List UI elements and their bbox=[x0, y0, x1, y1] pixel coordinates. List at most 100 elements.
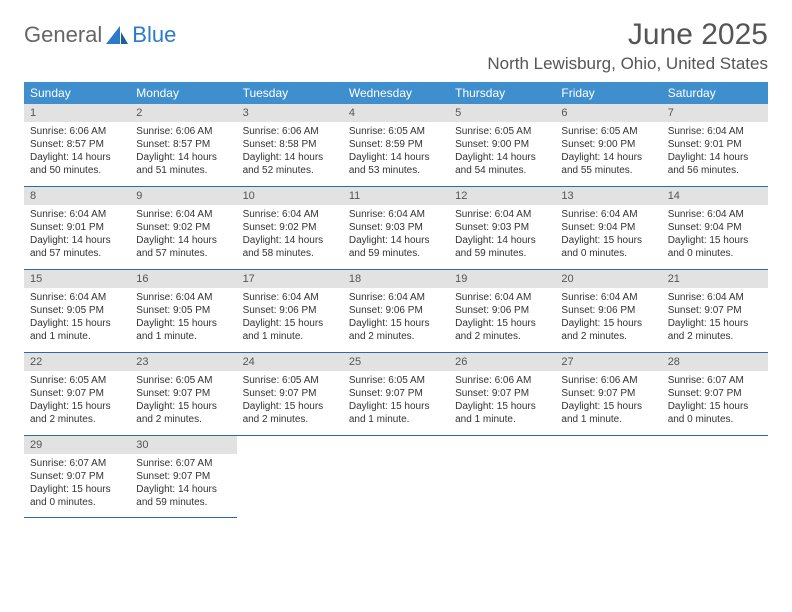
daylight-line-1: Daylight: 15 hours bbox=[30, 400, 124, 413]
day-details: Sunrise: 6:05 AMSunset: 9:07 PMDaylight:… bbox=[130, 374, 236, 426]
week-row: 15Sunrise: 6:04 AMSunset: 9:05 PMDayligh… bbox=[24, 270, 768, 353]
sunrise-line: Sunrise: 6:05 AM bbox=[243, 374, 337, 387]
sunrise-line: Sunrise: 6:04 AM bbox=[349, 208, 443, 221]
daylight-line-1: Daylight: 15 hours bbox=[561, 400, 655, 413]
sunrise-line: Sunrise: 6:04 AM bbox=[243, 291, 337, 304]
sunset-line: Sunset: 9:03 PM bbox=[349, 221, 443, 234]
daylight-line-2: and 1 minute. bbox=[30, 330, 124, 343]
daylight-line-1: Daylight: 14 hours bbox=[455, 151, 549, 164]
daylight-line-2: and 53 minutes. bbox=[349, 164, 443, 177]
sunset-line: Sunset: 9:07 PM bbox=[30, 470, 124, 483]
day-number: 7 bbox=[662, 104, 768, 122]
brand-word2: Blue bbox=[132, 22, 176, 48]
daylight-line-1: Daylight: 14 hours bbox=[136, 151, 230, 164]
sunset-line: Sunset: 9:07 PM bbox=[561, 387, 655, 400]
sunrise-line: Sunrise: 6:06 AM bbox=[455, 374, 549, 387]
day-number: 28 bbox=[662, 353, 768, 371]
sunset-line: Sunset: 9:06 PM bbox=[561, 304, 655, 317]
daylight-line-2: and 2 minutes. bbox=[349, 330, 443, 343]
day-header-tue: Tuesday bbox=[237, 82, 343, 104]
daylight-line-2: and 1 minute. bbox=[136, 330, 230, 343]
daylight-line-2: and 1 minute. bbox=[349, 413, 443, 426]
sunrise-line: Sunrise: 6:04 AM bbox=[349, 291, 443, 304]
week-row: 1Sunrise: 6:06 AMSunset: 8:57 PMDaylight… bbox=[24, 104, 768, 187]
day-cell: 6 Sunrise: 6:05 AMSunset: 9:00 PMDaylight… bbox=[555, 104, 661, 186]
sunrise-line: Sunrise: 6:06 AM bbox=[30, 125, 124, 138]
sunset-line: Sunset: 9:06 PM bbox=[349, 304, 443, 317]
sunset-line: Sunset: 9:05 PM bbox=[30, 304, 124, 317]
day-details: Sunrise: 6:04 AMSunset: 9:07 PMDaylight:… bbox=[662, 291, 768, 343]
day-cell: 16 Sunrise: 6:04 AMSunset: 9:05 PMDayligh… bbox=[130, 270, 236, 352]
day-number: 21 bbox=[662, 270, 768, 288]
sunset-line: Sunset: 9:00 PM bbox=[561, 138, 655, 151]
day-cell bbox=[449, 436, 555, 518]
sunrise-line: Sunrise: 6:04 AM bbox=[30, 208, 124, 221]
day-details: Sunrise: 6:05 AMSunset: 9:00 PMDaylight:… bbox=[555, 125, 661, 177]
day-cell: 2Sunrise: 6:06 AMSunset: 8:57 PMDaylight… bbox=[130, 104, 236, 186]
day-number: 16 bbox=[130, 270, 236, 288]
day-number: 6 bbox=[555, 104, 661, 122]
day-header-sat: Saturday bbox=[662, 82, 768, 104]
day-cell bbox=[662, 436, 768, 518]
day-details: Sunrise: 6:04 AMSunset: 9:06 PMDaylight:… bbox=[237, 291, 343, 343]
day-number: 23 bbox=[130, 353, 236, 371]
day-cell: 23 Sunrise: 6:05 AMSunset: 9:07 PMDayligh… bbox=[130, 353, 236, 435]
sunset-line: Sunset: 9:04 PM bbox=[668, 221, 762, 234]
sunrise-line: Sunrise: 6:05 AM bbox=[349, 374, 443, 387]
daylight-line-1: Daylight: 15 hours bbox=[668, 234, 762, 247]
day-cell: 26Sunrise: 6:06 AMSunset: 9:07 PMDayligh… bbox=[449, 353, 555, 435]
sunrise-line: Sunrise: 6:05 AM bbox=[30, 374, 124, 387]
daylight-line-2: and 1 minute. bbox=[455, 413, 549, 426]
day-number: 18 bbox=[343, 270, 449, 288]
day-cell: 27Sunrise: 6:06 AMSunset: 9:07 PMDayligh… bbox=[555, 353, 661, 435]
day-header-thu: Thursday bbox=[449, 82, 555, 104]
sunrise-line: Sunrise: 6:04 AM bbox=[455, 291, 549, 304]
sunset-line: Sunset: 9:07 PM bbox=[243, 387, 337, 400]
daylight-line-2: and 59 minutes. bbox=[349, 247, 443, 260]
daylight-line-1: Daylight: 15 hours bbox=[349, 317, 443, 330]
day-cell bbox=[343, 436, 449, 518]
day-details: Sunrise: 6:04 AMSunset: 9:05 PMDaylight:… bbox=[130, 291, 236, 343]
day-header-sun: Sunday bbox=[24, 82, 130, 104]
day-number: 12 bbox=[449, 187, 555, 205]
day-number: 14 bbox=[662, 187, 768, 205]
day-number: 19 bbox=[449, 270, 555, 288]
week-row: 22Sunrise: 6:05 AMSunset: 9:07 PMDayligh… bbox=[24, 353, 768, 436]
day-header-fri: Friday bbox=[555, 82, 661, 104]
day-number: 30 bbox=[130, 436, 236, 454]
day-cell: 29Sunrise: 6:07 AMSunset: 9:07 PMDayligh… bbox=[24, 436, 130, 518]
day-number: 11 bbox=[343, 187, 449, 205]
sunset-line: Sunset: 8:59 PM bbox=[349, 138, 443, 151]
day-number: 27 bbox=[555, 353, 661, 371]
day-details: Sunrise: 6:04 AMSunset: 9:03 PMDaylight:… bbox=[343, 208, 449, 260]
daylight-line-2: and 0 minutes. bbox=[30, 496, 124, 509]
sunset-line: Sunset: 9:07 PM bbox=[668, 304, 762, 317]
daylight-line-2: and 51 minutes. bbox=[136, 164, 230, 177]
daylight-line-2: and 56 minutes. bbox=[668, 164, 762, 177]
daylight-line-2: and 0 minutes. bbox=[561, 247, 655, 260]
day-details: Sunrise: 6:04 AMSunset: 9:04 PMDaylight:… bbox=[555, 208, 661, 260]
day-cell: 1Sunrise: 6:06 AMSunset: 8:57 PMDaylight… bbox=[24, 104, 130, 186]
day-cell: 11 Sunrise: 6:04 AMSunset: 9:03 PMDayligh… bbox=[343, 187, 449, 269]
daylight-line-2: and 2 minutes. bbox=[30, 413, 124, 426]
day-cell: 3Sunrise: 6:06 AMSunset: 8:58 PMDaylight… bbox=[237, 104, 343, 186]
sunrise-line: Sunrise: 6:04 AM bbox=[668, 291, 762, 304]
sunrise-line: Sunrise: 6:04 AM bbox=[561, 208, 655, 221]
daylight-line-1: Daylight: 15 hours bbox=[243, 317, 337, 330]
daylight-line-1: Daylight: 15 hours bbox=[561, 234, 655, 247]
sunrise-line: Sunrise: 6:04 AM bbox=[561, 291, 655, 304]
daylight-line-2: and 54 minutes. bbox=[455, 164, 549, 177]
sunrise-line: Sunrise: 6:05 AM bbox=[349, 125, 443, 138]
sunrise-line: Sunrise: 6:04 AM bbox=[668, 125, 762, 138]
daylight-line-2: and 2 minutes. bbox=[561, 330, 655, 343]
day-cell bbox=[555, 436, 661, 518]
daylight-line-2: and 2 minutes. bbox=[455, 330, 549, 343]
daylight-line-1: Daylight: 14 hours bbox=[136, 483, 230, 496]
sunrise-line: Sunrise: 6:05 AM bbox=[455, 125, 549, 138]
daylight-line-2: and 52 minutes. bbox=[243, 164, 337, 177]
day-details: Sunrise: 6:05 AMSunset: 9:07 PMDaylight:… bbox=[343, 374, 449, 426]
day-cell: 30Sunrise: 6:07 AMSunset: 9:07 PMDayligh… bbox=[130, 436, 236, 518]
day-details: Sunrise: 6:06 AMSunset: 8:57 PMDaylight:… bbox=[130, 125, 236, 177]
sunset-line: Sunset: 9:06 PM bbox=[243, 304, 337, 317]
sunrise-line: Sunrise: 6:04 AM bbox=[243, 208, 337, 221]
